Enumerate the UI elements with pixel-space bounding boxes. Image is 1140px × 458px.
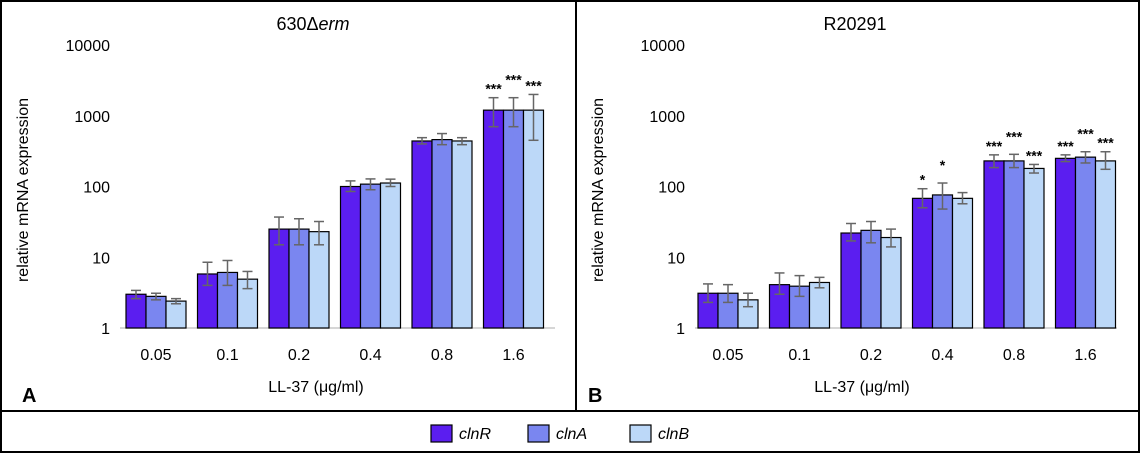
legend-label-clnA: clnA	[556, 426, 587, 443]
panel-a-ylabel: relative mRNA expression	[15, 98, 32, 282]
x-tick-label: 0.8	[1003, 347, 1025, 364]
y-tick-label: 10000	[641, 38, 686, 55]
y-tick-label: 10	[92, 250, 110, 267]
bar-clnB-0.2	[880, 236, 902, 329]
y-tick-label: 10	[667, 250, 685, 267]
x-tick-label: 1.6	[502, 347, 524, 364]
x-tick-label: 0.8	[431, 347, 453, 364]
x-tick-label: 1.6	[1074, 347, 1096, 364]
y-tick-label: 100	[83, 180, 110, 197]
bar-clnR-1.6	[1054, 157, 1077, 329]
significance-label: ***	[525, 77, 542, 93]
y-tick-label: 10000	[66, 38, 111, 55]
panel-a-title: 630Δerm	[276, 14, 349, 34]
x-tick-label: 0.05	[712, 347, 743, 364]
legend-swatch-clnR	[430, 424, 453, 443]
bar-clnB-1.6	[1094, 160, 1117, 329]
bar-clnA-0.4	[931, 194, 954, 329]
panel-b-xlabel: LL-37 (μg/ml)	[814, 379, 909, 396]
significance-label: ***	[1057, 138, 1074, 154]
bar-clnR-0.4	[339, 185, 362, 329]
bar-clnA-0.8	[431, 139, 453, 329]
x-tick-label: 0.1	[216, 347, 238, 364]
bar-clnB-0.05	[165, 300, 187, 329]
y-tick-label: 1000	[649, 109, 685, 126]
significance-label: ***	[986, 138, 1003, 154]
bar-clnB-0.2	[308, 231, 330, 329]
bar-clnA-1.6	[502, 109, 525, 329]
bar-clnA-0.2	[860, 229, 882, 329]
significance-label: ***	[1026, 147, 1043, 163]
bar-clnA-0.4	[359, 183, 382, 329]
significance-label: ***	[1077, 126, 1094, 142]
legend-label-clnB: clnB	[658, 426, 689, 443]
significance-label: ***	[505, 72, 522, 88]
bar-clnB-0.4	[951, 197, 974, 329]
panel-a-letter: A	[22, 385, 36, 407]
bar-clnA-0.8	[1003, 160, 1025, 329]
panel-b-letter: B	[588, 385, 602, 407]
legend-swatch-clnA	[527, 424, 550, 443]
bar-clnB-0.1	[808, 281, 831, 329]
bar-clnB-0.4	[379, 182, 402, 329]
x-tick-label: 0.4	[359, 347, 381, 364]
bar-clnB-0.8	[451, 140, 473, 329]
significance-label: ***	[1006, 128, 1023, 144]
bar-clnR-0.2	[840, 232, 862, 329]
bar-clnB-1.6	[522, 109, 545, 329]
panel-a-xlabel: LL-37 (μg/ml)	[268, 379, 363, 396]
significance-label: ***	[485, 81, 502, 97]
y-tick-label: 1	[101, 321, 110, 338]
legend-swatch-clnB	[629, 424, 652, 443]
significance-label: ***	[1097, 135, 1114, 151]
x-tick-label: 0.2	[860, 347, 882, 364]
significance-label: *	[940, 157, 946, 173]
bar-clnB-0.8	[1023, 167, 1045, 329]
panel-b-ylabel: relative mRNA expression	[590, 98, 607, 282]
bar-clnA-0.05	[145, 295, 167, 329]
legend-label-clnR: clnR	[459, 426, 491, 443]
bar-clnR-0.4	[911, 197, 934, 329]
x-tick-label: 0.1	[788, 347, 810, 364]
bar-clnA-1.6	[1074, 156, 1097, 329]
bar-clnR-0.8	[411, 140, 433, 329]
y-tick-label: 1	[676, 321, 685, 338]
legend: clnR clnA clnB	[430, 424, 689, 443]
bar-clnR-1.6	[482, 109, 505, 329]
panel-b-title: R20291	[823, 14, 886, 34]
y-tick-label: 1000	[74, 109, 110, 126]
bar-clnR-0.8	[983, 160, 1005, 329]
x-tick-label: 0.05	[140, 347, 171, 364]
significance-label: *	[920, 172, 926, 188]
y-tick-label: 100	[658, 180, 685, 197]
x-tick-label: 0.2	[288, 347, 310, 364]
x-tick-label: 0.4	[931, 347, 953, 364]
